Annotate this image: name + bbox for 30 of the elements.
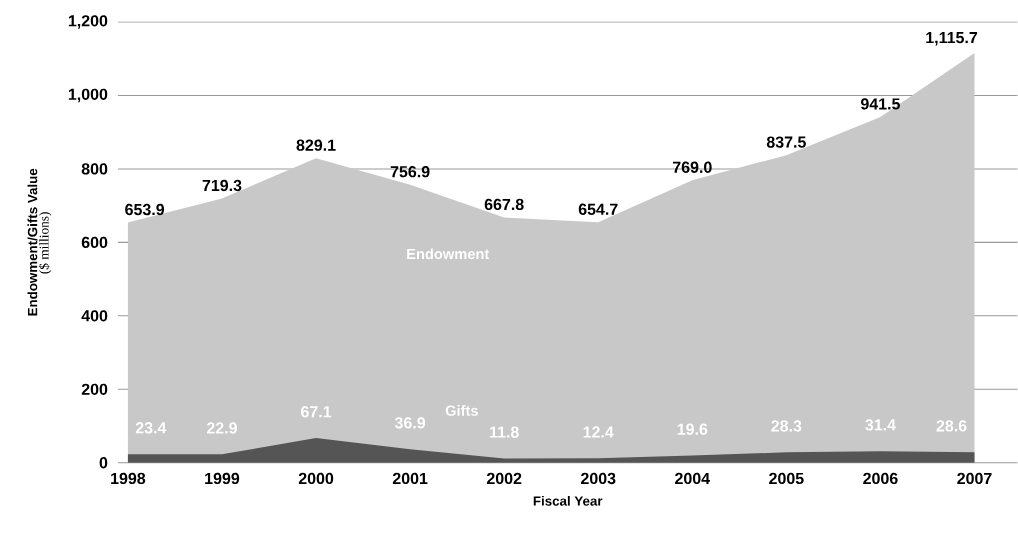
x-tick-label: 2007 bbox=[957, 472, 992, 485]
x-tick-label: 2000 bbox=[298, 472, 334, 485]
x-tick-label: 2006 bbox=[863, 472, 898, 485]
y-tick-label: 1,000 bbox=[68, 88, 108, 103]
data-label: 653.9 bbox=[125, 204, 165, 216]
data-label: 667.8 bbox=[484, 198, 524, 211]
data-label: 829.1 bbox=[296, 139, 336, 151]
x-axis-title: Fiscal Year bbox=[533, 496, 603, 506]
data-label: 719.3 bbox=[202, 179, 242, 192]
x-tick-label: 2003 bbox=[581, 472, 616, 485]
y-tick-label: 600 bbox=[81, 236, 108, 249]
y-axis-title: Endowment/Gifts Value bbox=[27, 168, 38, 316]
y-tick-label: 200 bbox=[81, 383, 108, 396]
x-tick-label: 2005 bbox=[769, 472, 804, 485]
y-tick-label: 1,200 bbox=[68, 15, 108, 29]
y-tick-label: 0 bbox=[99, 457, 108, 469]
data-label: 654.7 bbox=[578, 203, 618, 216]
data-label: 769.0 bbox=[672, 161, 712, 174]
x-tick-label: 1998 bbox=[111, 472, 146, 485]
y-tick-label: 800 bbox=[81, 163, 108, 175]
data-label: 837.5 bbox=[766, 136, 806, 148]
data-label: 1,115.7 bbox=[926, 32, 978, 46]
text: ($ millions) bbox=[38, 212, 52, 274]
x-tick-label: 2002 bbox=[486, 472, 522, 485]
data-label: 941.5 bbox=[860, 98, 900, 110]
x-tick-label: 1999 bbox=[205, 472, 240, 485]
y-tick-label: 400 bbox=[81, 310, 108, 322]
data-label: 756.9 bbox=[390, 166, 430, 178]
x-tick-label: 2001 bbox=[392, 472, 428, 485]
x-tick-label: 2004 bbox=[675, 472, 710, 485]
